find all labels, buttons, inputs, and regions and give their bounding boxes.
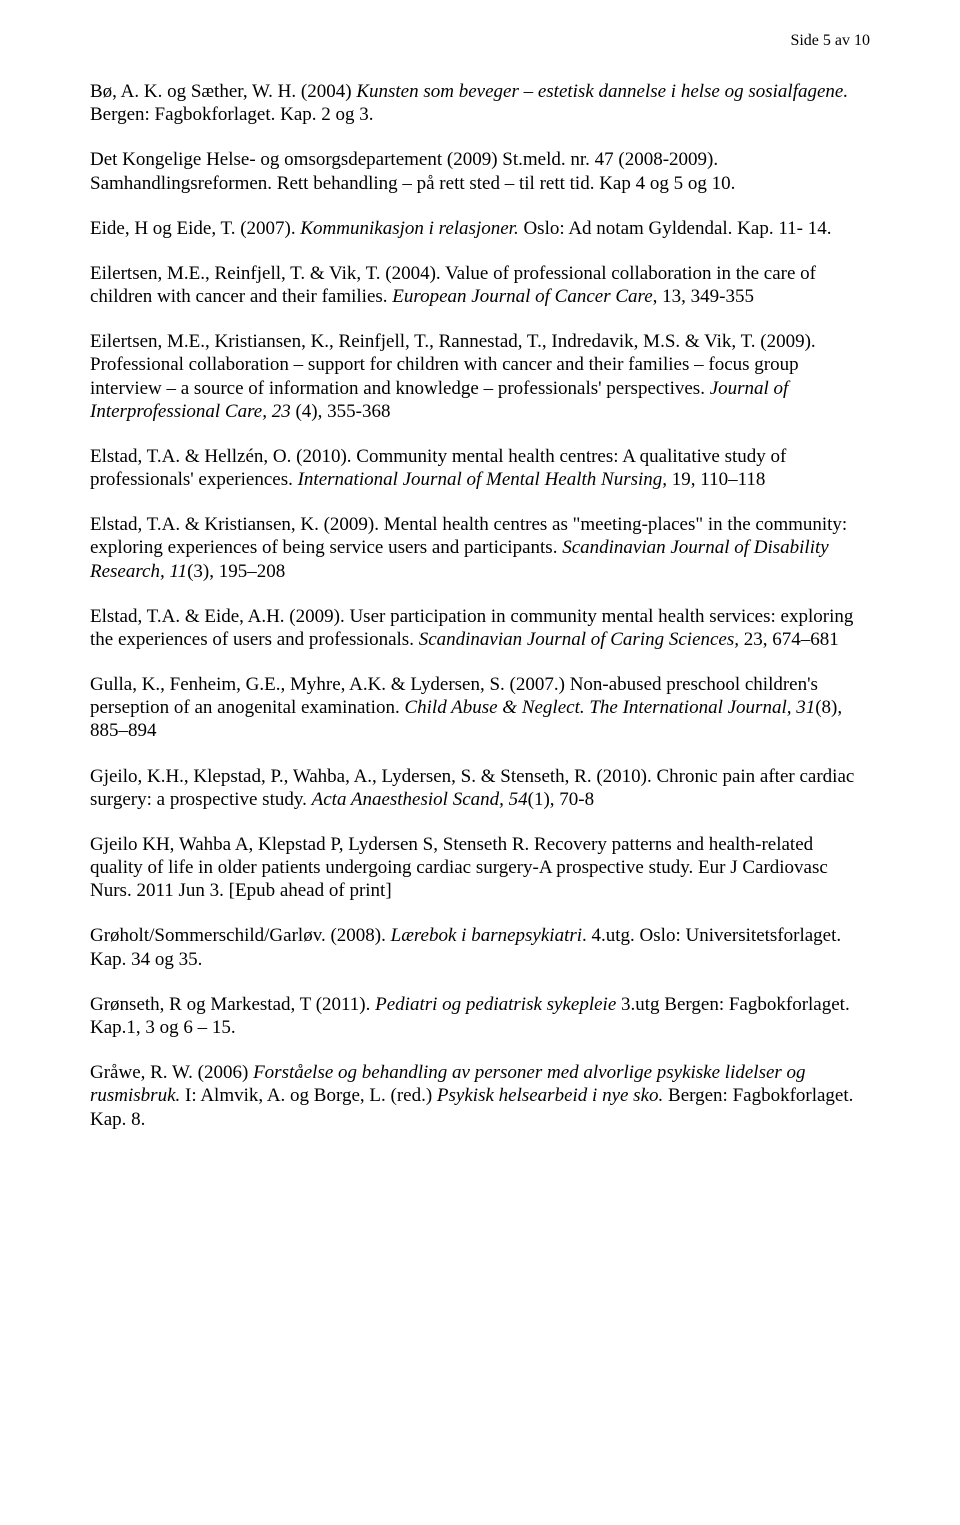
document-page: Side 5 av 10 Bø, A. K. og Sæther, W. H. … bbox=[0, 0, 960, 1193]
reference-entry: Gjeilo, K.H., Klepstad, P., Wahba, A., L… bbox=[90, 765, 870, 811]
reference-entry: Det Kongelige Helse- og omsorgsdeparteme… bbox=[90, 148, 870, 194]
reference-entry: Bø, A. K. og Sæther, W. H. (2004) Kunste… bbox=[90, 80, 870, 126]
reference-entry: Elstad, T.A. & Hellzén, O. (2010). Commu… bbox=[90, 445, 870, 491]
reference-entry: Elstad, T.A. & Eide, A.H. (2009). User p… bbox=[90, 605, 870, 651]
references-list: Bø, A. K. og Sæther, W. H. (2004) Kunste… bbox=[90, 80, 870, 1131]
reference-entry: Gjeilo KH, Wahba A, Klepstad P, Lydersen… bbox=[90, 833, 870, 903]
reference-entry: Grøholt/Sommerschild/Garløv. (2008). Lær… bbox=[90, 924, 870, 970]
reference-entry: Eilertsen, M.E., Kristiansen, K., Reinfj… bbox=[90, 330, 870, 423]
reference-entry: Eide, H og Eide, T. (2007). Kommunikasjo… bbox=[90, 217, 870, 240]
reference-entry: Grønseth, R og Markestad, T (2011). Pedi… bbox=[90, 993, 870, 1039]
page-number: Side 5 av 10 bbox=[90, 32, 870, 50]
reference-entry: Eilertsen, M.E., Reinfjell, T. & Vik, T.… bbox=[90, 262, 870, 308]
reference-entry: Elstad, T.A. & Kristiansen, K. (2009). M… bbox=[90, 513, 870, 583]
reference-entry: Gulla, K., Fenheim, G.E., Myhre, A.K. & … bbox=[90, 673, 870, 743]
reference-entry: Gråwe, R. W. (2006) Forståelse og behand… bbox=[90, 1061, 870, 1131]
